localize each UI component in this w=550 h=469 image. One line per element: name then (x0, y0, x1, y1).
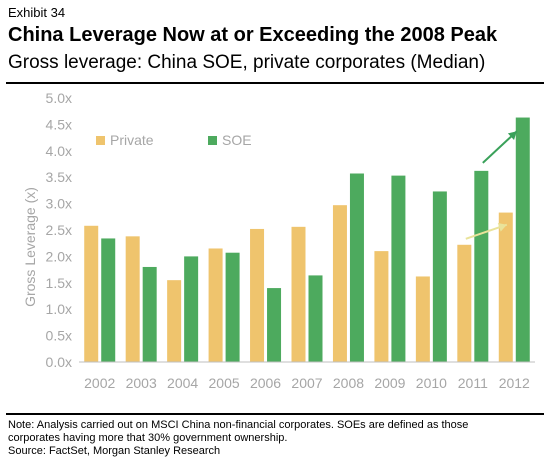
x-tick-label: 2004 (167, 375, 198, 391)
x-tick-label: 2009 (374, 375, 405, 391)
x-tick-label: 2006 (250, 375, 281, 391)
y-tick-label: 1.0x (46, 301, 72, 317)
soe-trend-arrow (482, 130, 518, 164)
soe-bar (391, 175, 406, 362)
bottom-divider (6, 413, 544, 415)
private-bar (415, 276, 430, 362)
soe-bar (308, 275, 323, 362)
y-tick-label: 2.0x (46, 248, 72, 264)
note-line-1: Note: Analysis carried out on MSCI China… (8, 419, 469, 431)
soe-bar (432, 191, 447, 362)
x-axis-ticks: 2002 2003 2004 2005 2006 2007 2008 2009 2010 2011… (84, 375, 530, 391)
source-line: Source: FactSet, Morgan Stanley Research (8, 445, 221, 457)
bars (84, 117, 530, 362)
x-tick-label: 2010 (416, 375, 447, 391)
y-tick-label: 4.5x (46, 116, 72, 132)
soe-bar (349, 173, 364, 362)
footnotes: Note: Analysis carried out on MSCI China… (8, 419, 542, 458)
bar-chart: Gross Leverage (x) 0.0x 0.5x 1.0x 1.5x 2.0x 2… (22, 90, 535, 391)
private-bar (332, 205, 347, 362)
private-bar (498, 212, 513, 362)
legend-soe-swatch (208, 136, 217, 145)
y-axis-ticks: 0.0x 0.5x 1.0x 1.5x 2.0x 2.5x 3.0x 3.5x 4.0x 4.5x… (46, 90, 72, 370)
x-tick-label: 2003 (126, 375, 157, 391)
private-bar (291, 226, 306, 362)
y-tick-label: 2.5x (46, 222, 72, 238)
soe-bar (474, 170, 489, 362)
y-tick-label: 1.5x (46, 275, 72, 291)
private-bar (374, 251, 389, 362)
private-bar (84, 225, 99, 362)
soe-bar (267, 288, 282, 362)
x-tick-label: 2008 (333, 375, 364, 391)
y-tick-label: 5.0x (46, 90, 72, 106)
private-bar (250, 228, 265, 362)
y-axis-label: Gross Leverage (x) (22, 187, 38, 307)
soe-bar (184, 256, 199, 362)
x-tick-label: 2012 (499, 375, 530, 391)
private-bar (125, 236, 140, 362)
exhibit-label: Exhibit 34 (8, 5, 66, 20)
x-tick-label: 2007 (291, 375, 322, 391)
y-tick-label: 0.0x (46, 354, 72, 370)
private-bar (208, 248, 223, 362)
soe-bar (101, 238, 116, 362)
soe-bar (515, 117, 530, 362)
chart-subtitle: Gross leverage: China SOE, private corpo… (8, 52, 486, 73)
y-tick-label: 3.5x (46, 169, 72, 185)
top-divider (6, 82, 544, 84)
trend-arrows (465, 130, 518, 240)
chart-title: China Leverage Now at or Exceeding the 2… (8, 24, 498, 46)
y-tick-label: 3.0x (46, 196, 72, 212)
x-tick-label: 2005 (209, 375, 240, 391)
legend: Private SOE (96, 132, 252, 148)
x-tick-label: 2011 (458, 375, 488, 391)
soe-bar (142, 266, 157, 362)
private-trend-arrow (465, 223, 508, 240)
soe-bar (225, 252, 240, 362)
legend-private-label: Private (110, 132, 154, 148)
y-tick-label: 4.0x (46, 143, 72, 159)
legend-soe-label: SOE (222, 132, 252, 148)
legend-private-swatch (96, 136, 105, 145)
note-line-2: corporates having more that 30% governme… (8, 432, 288, 444)
x-tick-label: 2002 (84, 375, 115, 391)
private-bar (167, 280, 182, 362)
y-tick-label: 0.5x (46, 328, 72, 344)
private-bar (457, 244, 472, 362)
